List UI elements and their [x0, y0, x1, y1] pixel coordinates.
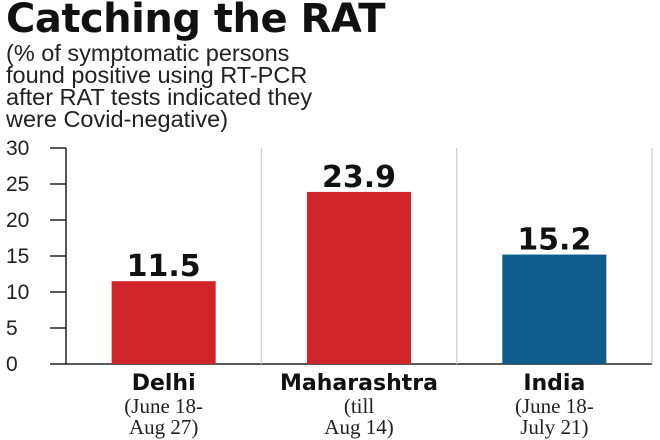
- category-labels: Delhi(June 18-Aug 27)Maharashtra(tillAug…: [124, 371, 593, 439]
- category-note: (June 18-: [515, 394, 594, 418]
- bar: [502, 254, 607, 364]
- y-tick-label: 0: [6, 353, 18, 376]
- bar: [111, 281, 216, 364]
- y-tick-label: 20: [6, 209, 29, 232]
- category-label: Delhi: [132, 371, 196, 396]
- subtitle-line: after RAT tests indicated they: [6, 84, 313, 110]
- y-tick-label: 30: [6, 137, 29, 160]
- data-label: 15.2: [517, 223, 591, 258]
- y-tick-label: 25: [6, 173, 29, 196]
- category-label: India: [523, 371, 585, 396]
- category-note: July 21): [520, 415, 588, 439]
- bars: [111, 191, 607, 364]
- y-tick-label: 15: [6, 245, 29, 268]
- category-note: (till: [344, 394, 374, 418]
- category-note: (June 18-: [124, 394, 203, 418]
- subtitle-line: found positive using RT-PCR: [6, 62, 308, 88]
- value-labels: 11.5 23.9 15.2: [127, 160, 592, 284]
- data-label: 11.5: [127, 249, 201, 284]
- category-note: Aug 27): [129, 415, 198, 439]
- chart-title: Catching the RAT: [6, 0, 386, 42]
- y-tick-label: 5: [6, 317, 18, 340]
- y-tick-label: 10: [6, 281, 29, 304]
- subtitle-line: (% of symptomatic persons: [6, 40, 290, 66]
- subtitle-line: were Covid-negative): [6, 106, 229, 132]
- chart-subtitle: (% of symptomatic persons found positive…: [6, 40, 566, 132]
- category-label: Maharashtra: [280, 371, 438, 396]
- data-label: 23.9: [322, 160, 396, 195]
- category-note: Aug 14): [324, 415, 393, 439]
- grid-lines: [260, 148, 653, 364]
- bar: [307, 191, 411, 364]
